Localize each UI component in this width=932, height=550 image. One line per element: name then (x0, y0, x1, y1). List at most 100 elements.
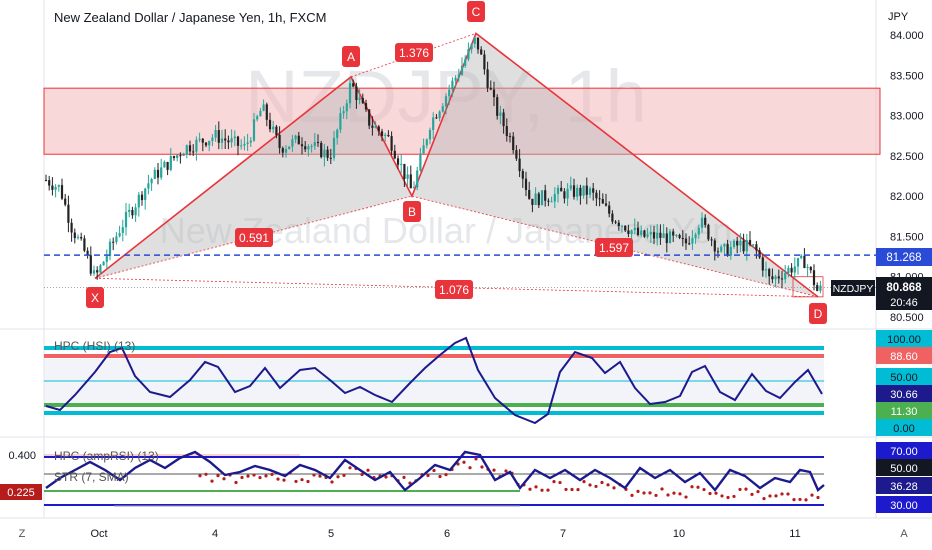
amprsi-dot (282, 478, 286, 482)
candle-body (486, 69, 489, 88)
candle-body (67, 204, 70, 223)
amprsi-dot (342, 473, 346, 478)
price-tick-label: 82.000 (890, 191, 924, 203)
candle-body (646, 234, 649, 237)
amprsi-dot (702, 487, 706, 492)
candle-body (115, 236, 118, 243)
candle-body (444, 96, 448, 107)
candle-body (796, 258, 800, 267)
candle-body (480, 49, 483, 55)
candle-body (96, 270, 99, 273)
candle-body (339, 113, 342, 130)
time-axis-ticks[interactable]: Oct 4 5 6 7 10 11 (90, 528, 800, 540)
candle-body (374, 126, 377, 128)
price-tick-label: 81.500 (890, 231, 924, 243)
candle-body (131, 209, 134, 216)
candle-body (387, 134, 390, 137)
candle-body (681, 237, 684, 239)
hsi-level-tag-value: 30.66 (890, 389, 918, 401)
pattern-point-label: A (347, 50, 355, 64)
candle-body (348, 83, 352, 104)
candle-body (454, 77, 457, 81)
amprsi-dot (336, 475, 340, 479)
candle-body (300, 144, 304, 147)
candle-body (320, 142, 323, 158)
candle-body (745, 240, 748, 252)
candle-body (358, 97, 361, 100)
candle-body (304, 146, 307, 150)
candle-body (771, 276, 774, 280)
candle-body (249, 140, 252, 143)
candle-body (707, 224, 710, 240)
candle-body (499, 112, 502, 116)
candle-body (560, 187, 563, 192)
candle-body (224, 138, 227, 141)
candle-body (428, 130, 432, 140)
candle-body (156, 169, 160, 178)
candle-body (112, 241, 115, 243)
ratio-badge (235, 228, 273, 247)
amprsi-dot (726, 495, 730, 500)
candle-body (780, 278, 784, 280)
candle-body (211, 137, 214, 141)
dash-level-tag: 81.268 (876, 248, 932, 266)
candle-body (710, 239, 713, 241)
amprsi-level-tag-value: 30.00 (890, 500, 918, 512)
candle-body (803, 255, 806, 268)
candle-body (742, 240, 745, 252)
candle-body (99, 265, 102, 273)
time-tick-label: Oct (90, 528, 107, 540)
candle-body (473, 37, 476, 44)
amprsi-dot (654, 493, 658, 498)
amprsi-left-tick-value: 0.225 (7, 487, 35, 499)
candle-body (124, 211, 128, 228)
amprsi-dot (720, 494, 724, 498)
candle-body (294, 135, 297, 140)
pattern-triangle-xab (95, 76, 412, 279)
candle-body (496, 97, 499, 116)
time-zone-button[interactable]: Z (19, 528, 26, 540)
candle-body (310, 146, 313, 148)
amprsi-dot (384, 475, 388, 479)
candle-body (70, 222, 73, 233)
candle-body (812, 270, 816, 286)
candle-body (256, 116, 259, 120)
candle-body (761, 257, 764, 271)
candle-body (390, 136, 393, 151)
candle-body (323, 149, 326, 158)
candle-body (652, 232, 656, 239)
candle-body (521, 171, 524, 179)
candle-body (220, 138, 224, 143)
price-tick-label: 83.000 (890, 111, 924, 123)
candle-body (508, 136, 512, 138)
candle-body (585, 185, 588, 195)
amprsi-dot (504, 469, 508, 473)
candle-body (691, 237, 694, 244)
candle-body (342, 111, 345, 114)
candle-body (185, 145, 188, 155)
candle-body (48, 180, 51, 186)
amprsi-dot (546, 488, 550, 492)
candle-body (188, 145, 192, 152)
candle-body (105, 256, 108, 262)
amprsi-level-tag-bg (876, 459, 932, 476)
candle-body (457, 74, 460, 78)
amprsi-dot (270, 472, 274, 476)
candle-body (736, 240, 739, 246)
price-tick-label: 80.500 (890, 312, 924, 324)
candle-body (441, 106, 444, 112)
amprsi-dot (660, 487, 664, 491)
candle-body (281, 148, 284, 153)
candle-body (572, 185, 576, 197)
time-tick-label: 10 (673, 528, 685, 540)
candle-body (246, 142, 249, 144)
candle-body (787, 267, 790, 273)
auto-scale-button[interactable]: A (900, 528, 908, 540)
candle-body (384, 134, 387, 137)
candle-body (726, 243, 729, 256)
candle-body (288, 146, 291, 149)
candle-body (547, 200, 550, 202)
amprsi-dot (588, 483, 592, 487)
current-price-tag: 80.868 20:46 (876, 277, 932, 310)
